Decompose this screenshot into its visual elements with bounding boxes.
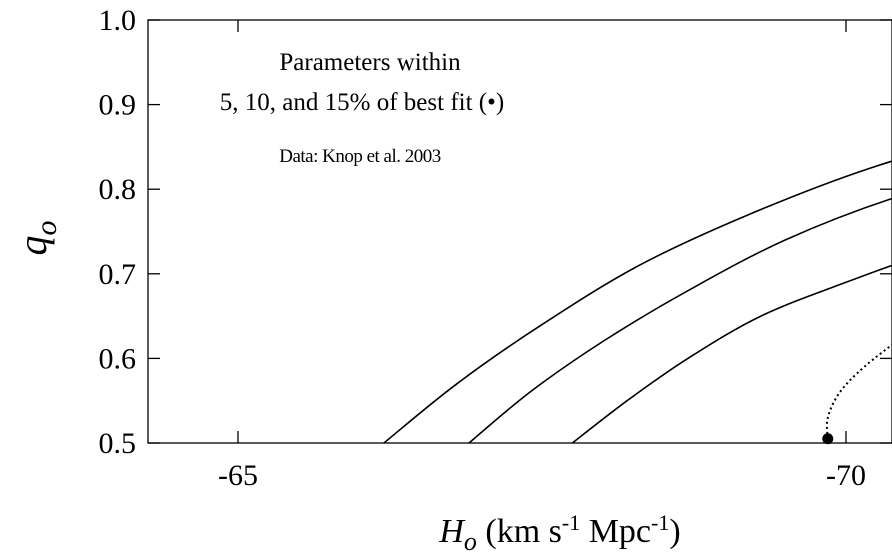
x-axis-label-units-pre: (km s — [477, 513, 562, 550]
plot-frame — [147, 19, 892, 444]
best-fit-point — [822, 433, 834, 445]
annotation-title-line1: Parameters within — [279, 49, 461, 76]
x-axis-label-main: H — [438, 513, 466, 550]
y-tick-label: 0.7 — [99, 258, 137, 291]
annotation-source: Data: Knop et al. 2003 — [279, 146, 441, 167]
contour-5pct — [571, 264, 892, 444]
contour-10pct — [468, 197, 892, 444]
x-tick-label: -65 — [218, 459, 258, 492]
x-axis-label-units-mid: Mpc — [580, 513, 651, 550]
x-axis-ticks: -65-70-75 — [218, 20, 866, 492]
annotation-title-line2: 5, 10, and 15% of best fit (•) — [220, 89, 504, 116]
x-tick-label: -70 — [826, 459, 866, 492]
x-axis-label-units-post: ) — [669, 513, 680, 550]
y-axis-label-sub: o — [30, 221, 63, 236]
x-axis-label-sub: o — [464, 527, 477, 556]
y-tick-label: 0.5 — [99, 427, 137, 460]
contour-series — [383, 160, 892, 445]
y-tick-label: 0.8 — [99, 173, 137, 206]
y-axis-label: qo — [10, 221, 63, 256]
y-tick-label: 0.9 — [99, 89, 137, 122]
best-fit-trend-line — [825, 343, 892, 439]
x-axis-label-exp2: -1 — [651, 510, 669, 535]
y-axis-ticks: 0.5 0.6 0.7 0.8 0.9 1.0 — [99, 4, 892, 460]
x-axis-label: Ho (km s-1 Mpc-1) — [438, 510, 680, 556]
y-tick-label: 1.0 — [99, 4, 137, 37]
y-tick-label: 0.6 — [99, 342, 137, 375]
contour-15pct — [383, 160, 892, 444]
x-axis-label-exp1: -1 — [562, 510, 580, 535]
y-axis-label-main: q — [10, 236, 55, 256]
